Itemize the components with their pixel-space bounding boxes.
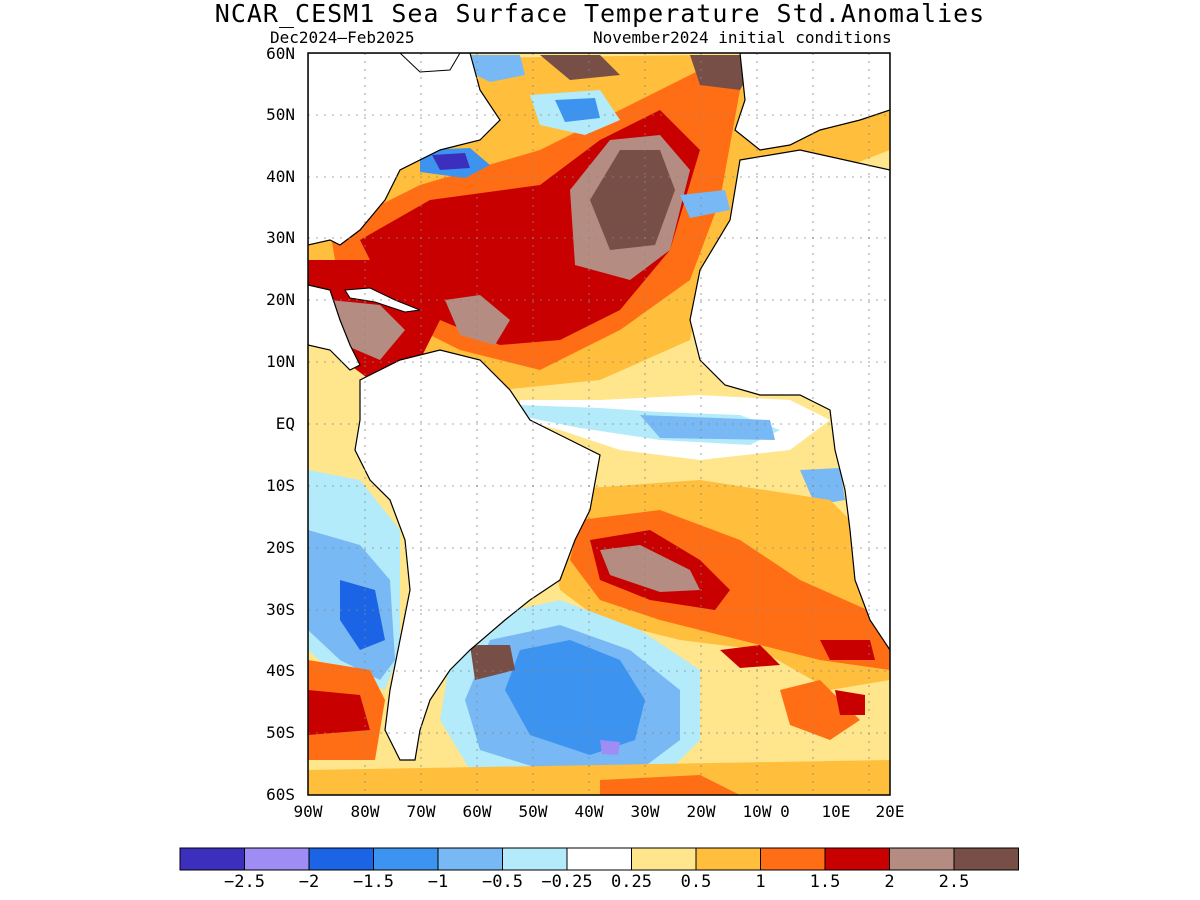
colorbar-tick-label: 2	[884, 872, 895, 892]
lat-label-20s: 20S	[266, 538, 295, 557]
lat-label-50s: 50S	[266, 723, 295, 742]
colorbar-tick-label: −0.5	[482, 872, 523, 892]
colorbar-tick-label: 0.5	[680, 872, 712, 892]
lon-label-10w: 10W	[742, 802, 772, 821]
colorbar-swatch	[308, 847, 374, 871]
lon-label-60w: 60W	[462, 802, 492, 821]
grid-lines	[308, 53, 890, 795]
lat-label-50n: 50N	[266, 105, 295, 124]
lat-label-60n: 60N	[266, 44, 295, 63]
colorbar-swatch	[566, 847, 632, 871]
lon-label-10e: 10E	[821, 802, 851, 821]
lat-label-10s: 10S	[266, 476, 295, 495]
lon-label-50w: 50W	[518, 802, 548, 821]
lat-label-eq: EQ	[275, 414, 295, 433]
map-frame	[307, 52, 891, 796]
land-masses	[308, 53, 890, 761]
colorbar-tick-label: −0.25	[541, 872, 593, 892]
colorbar-tick-label: −2	[298, 872, 320, 892]
colorbar-tick-label: 2.5	[938, 872, 970, 892]
colorbar-tick-label: −1	[427, 872, 449, 892]
colorbar-swatch	[373, 847, 439, 871]
colorbar-tick-label: 0.25	[611, 872, 652, 892]
lon-label-0: 0	[780, 802, 790, 821]
colorbar-swatch	[824, 847, 890, 871]
colorbar-tick-label: −1.5	[353, 872, 394, 892]
initial-conditions: November2024 initial conditions	[593, 28, 892, 47]
colorbar-swatch	[953, 847, 1019, 871]
lon-label-30w: 30W	[630, 802, 660, 821]
colorbar-swatch	[889, 847, 955, 871]
colorbar-tick-label: 1.5	[809, 872, 841, 892]
lat-label-30s: 30S	[266, 600, 295, 619]
forecast-period: Dec2024–Feb2025	[270, 28, 415, 47]
lon-label-80w: 80W	[350, 802, 380, 821]
colorbar-swatch	[179, 847, 245, 871]
colorbar-swatch	[631, 847, 697, 871]
colorbar	[179, 847, 1019, 871]
map-title: NCAR_CESM1 Sea Surface Temperature Std.A…	[214, 0, 986, 28]
lat-label-60s: 60S	[266, 785, 295, 804]
colorbar-swatch	[437, 847, 503, 871]
colorbar-swatch	[502, 847, 568, 871]
lat-label-30n: 30N	[266, 228, 295, 247]
lon-label-40w: 40W	[574, 802, 604, 821]
colorbar-tick-label: −2.5	[224, 872, 265, 892]
lon-label-20e: 20E	[875, 802, 905, 821]
lat-label-20n: 20N	[266, 290, 295, 309]
lat-label-10n: 10N	[266, 352, 295, 371]
lat-label-40s: 40S	[266, 661, 295, 680]
lat-label-40n: 40N	[266, 167, 295, 186]
colorbar-swatch	[760, 847, 826, 871]
colorbar-tick-label: 1	[755, 872, 766, 892]
lon-label-70w: 70W	[406, 802, 436, 821]
colorbar-swatch	[695, 847, 761, 871]
lon-label-90w: 90W	[293, 802, 323, 821]
lon-label-20w: 20W	[686, 802, 716, 821]
colorbar-swatch	[244, 847, 310, 871]
